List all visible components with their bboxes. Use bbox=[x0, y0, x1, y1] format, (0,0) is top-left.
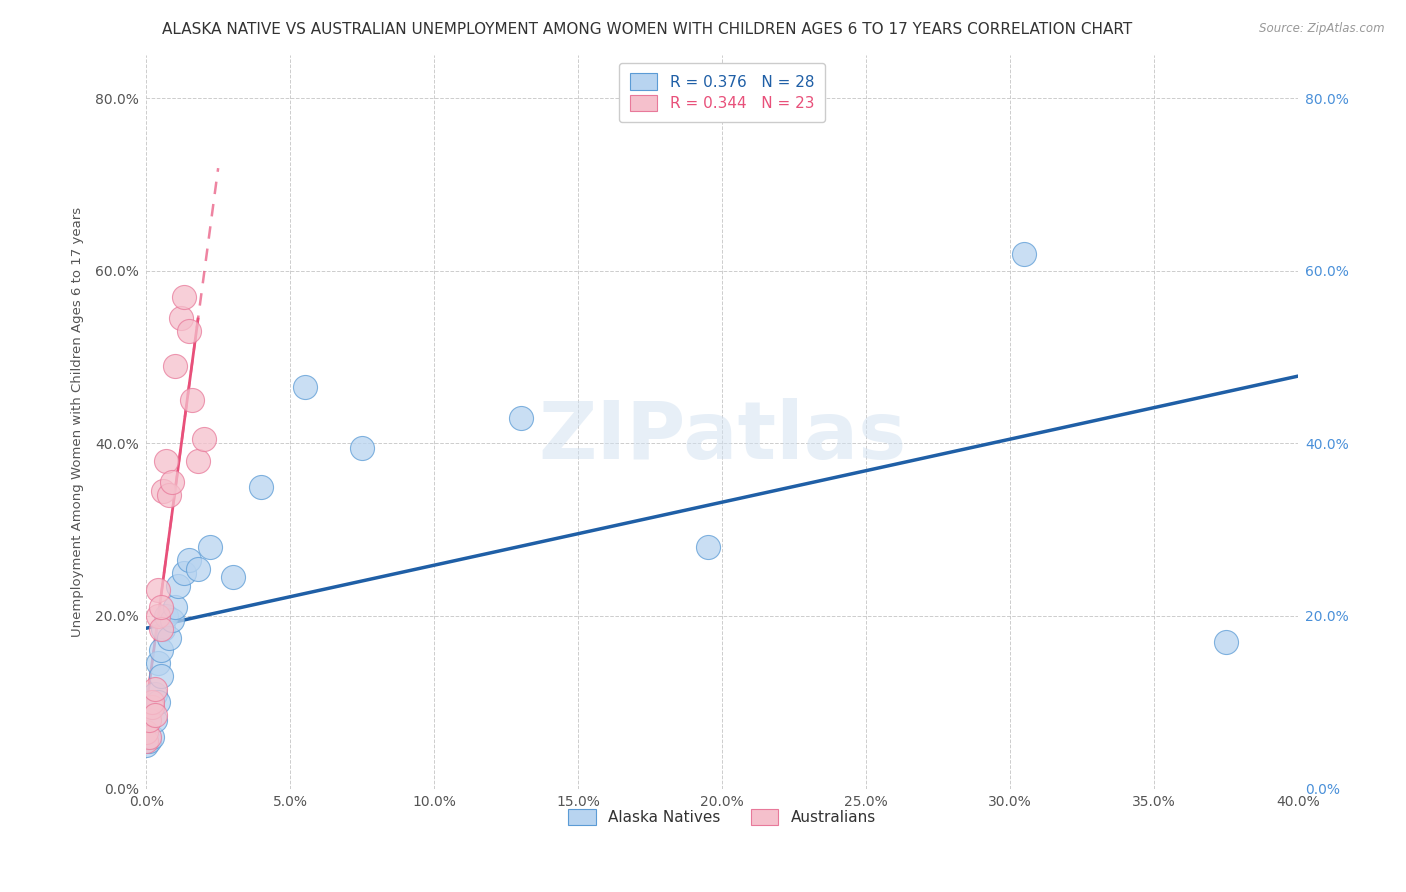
Text: ZIPatlas: ZIPatlas bbox=[538, 398, 907, 475]
Point bbox=[179, 553, 201, 567]
Point bbox=[170, 311, 193, 326]
Point bbox=[138, 730, 160, 744]
Point bbox=[187, 453, 209, 467]
Point bbox=[135, 734, 157, 748]
Point bbox=[179, 324, 201, 338]
Point bbox=[149, 643, 172, 657]
Point bbox=[149, 600, 172, 615]
Point bbox=[141, 699, 163, 714]
Point bbox=[1014, 246, 1036, 260]
Point bbox=[509, 410, 531, 425]
Point bbox=[146, 583, 169, 598]
Point bbox=[141, 695, 163, 709]
Legend: Alaska Natives, Australians: Alaska Natives, Australians bbox=[558, 797, 887, 836]
Point bbox=[155, 453, 177, 467]
Point bbox=[181, 393, 204, 408]
Point bbox=[146, 695, 169, 709]
Point bbox=[135, 725, 157, 739]
Point bbox=[143, 687, 166, 701]
Point bbox=[135, 739, 157, 753]
Point bbox=[146, 657, 169, 671]
Point bbox=[149, 669, 172, 683]
Point bbox=[173, 290, 195, 304]
Point bbox=[141, 699, 163, 714]
Point bbox=[352, 441, 374, 455]
Y-axis label: Unemployment Among Women with Children Ages 6 to 17 years: Unemployment Among Women with Children A… bbox=[72, 207, 84, 637]
Point bbox=[173, 566, 195, 580]
Point bbox=[1215, 635, 1237, 649]
Point bbox=[294, 380, 316, 394]
Point bbox=[221, 570, 243, 584]
Point bbox=[149, 622, 172, 636]
Point bbox=[193, 432, 215, 446]
Point bbox=[696, 540, 718, 554]
Point bbox=[138, 734, 160, 748]
Point bbox=[250, 479, 273, 493]
Point bbox=[166, 579, 188, 593]
Point bbox=[155, 609, 177, 624]
Point bbox=[157, 488, 180, 502]
Point bbox=[187, 561, 209, 575]
Point bbox=[152, 622, 174, 636]
Text: ALASKA NATIVE VS AUSTRALIAN UNEMPLOYMENT AMONG WOMEN WITH CHILDREN AGES 6 TO 17 : ALASKA NATIVE VS AUSTRALIAN UNEMPLOYMENT… bbox=[162, 22, 1132, 37]
Point bbox=[143, 682, 166, 697]
Point bbox=[146, 609, 169, 624]
Point bbox=[160, 613, 183, 627]
Point bbox=[143, 713, 166, 727]
Point bbox=[143, 708, 166, 723]
Point bbox=[157, 631, 180, 645]
Point bbox=[163, 600, 186, 615]
Point bbox=[138, 713, 160, 727]
Point bbox=[163, 359, 186, 373]
Point bbox=[141, 730, 163, 744]
Text: Source: ZipAtlas.com: Source: ZipAtlas.com bbox=[1260, 22, 1385, 36]
Point bbox=[152, 483, 174, 498]
Point bbox=[160, 475, 183, 490]
Point bbox=[198, 540, 221, 554]
